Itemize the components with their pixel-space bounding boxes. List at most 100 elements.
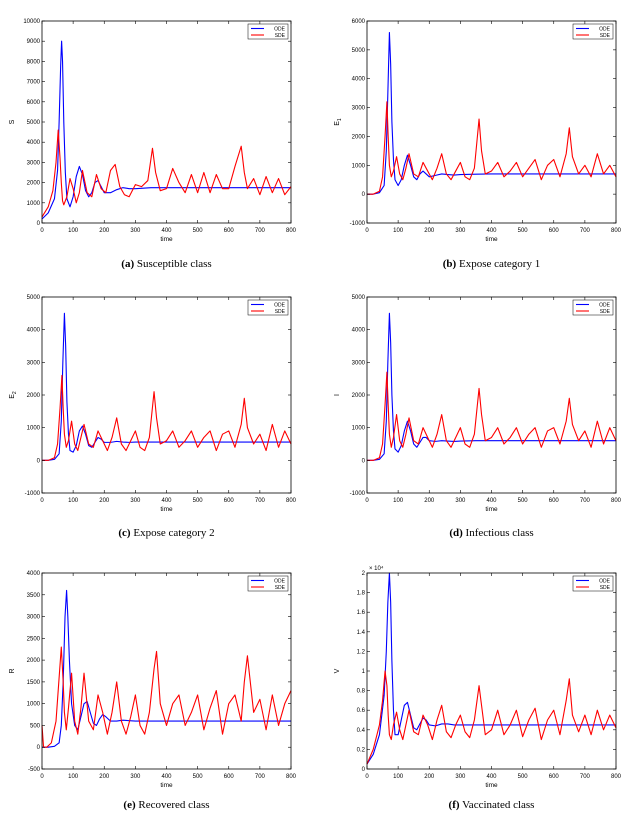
x-tick-label: 300 — [130, 498, 141, 504]
y-tick-label: 1500 — [27, 680, 41, 686]
series-line-ode — [367, 31, 616, 195]
y-tick-label: 1.4 — [357, 630, 366, 636]
series-line-ode — [367, 312, 616, 461]
x-tick-label: 800 — [286, 774, 297, 780]
x-tick-label: 400 — [486, 228, 497, 234]
chart-6: 0 100 200 300 400 500 600 700 800 0 0.2 0.4 0.6 0.8 1 1… — [334, 565, 622, 789]
y-tick-label: 1000 — [27, 201, 41, 207]
chart-1: 0 100 200 300 400 500 600 700 800010002000300040… — [9, 19, 297, 243]
legend-label-ode: ODE — [274, 579, 286, 585]
y-tick-label: 5000 — [352, 48, 366, 54]
y-tick-label: 2000 — [27, 658, 41, 664]
chart-5: 0 100 200 300 400 500 600 700 800-50005001000150… — [9, 571, 297, 789]
plot-frame — [41, 572, 292, 770]
y-tick-label: 0.8 — [357, 689, 366, 695]
x-tick-label: 700 — [580, 498, 591, 504]
y-tick-label: 3000 — [27, 360, 41, 366]
x-tick-label: 500 — [518, 774, 529, 780]
x-tick-label: 500 — [518, 228, 529, 234]
x-tick-label: 300 — [455, 228, 466, 234]
x-tick-label: 400 — [161, 498, 172, 504]
caption-tag: (c) — [118, 527, 131, 539]
x-tick-label: 0 — [40, 228, 44, 234]
y-tick-label: 1000 — [27, 702, 41, 708]
y-tick-label: 1.8 — [357, 591, 366, 597]
x-tick-label: 400 — [486, 774, 497, 780]
y-tick-label: 0.6 — [357, 708, 366, 714]
y-tick-label: 0.2 — [357, 747, 366, 753]
x-tick-label: 300 — [130, 228, 141, 234]
y-tick-label: 5000 — [27, 295, 41, 301]
plot-frame — [366, 296, 617, 494]
x-tick-label: 600 — [549, 498, 560, 504]
x-tick-label: 100 — [68, 228, 79, 234]
x-axis-label: time — [160, 782, 173, 789]
x-tick-label: 400 — [161, 774, 172, 780]
caption-tag: (d) — [449, 527, 463, 539]
x-tick-label: 600 — [549, 774, 560, 780]
x-tick-label: 100 — [68, 774, 79, 780]
y-axis-exponent: × 10⁴ — [369, 565, 384, 572]
y-tick-label: 4000 — [352, 77, 366, 83]
y-tick-label: 2 — [362, 571, 366, 577]
y-tick-label: 10000 — [23, 19, 40, 25]
x-tick-label: 0 — [365, 498, 369, 504]
chart-4: 0 100 200 300 400 500 600 700 800-10000100020003… — [334, 295, 622, 513]
y-tick-label: -1000 — [350, 491, 366, 497]
y-axis-label-subscript: 2 — [12, 391, 18, 394]
y-axis-label-subscript: 1 — [337, 118, 343, 121]
plot-frame — [41, 296, 292, 494]
y-axis-label: E2 — [9, 391, 18, 399]
caption-text: Infectious class — [462, 527, 534, 539]
caption-text: Susceptible class — [134, 258, 212, 270]
y-tick-label: 1000 — [27, 426, 41, 432]
y-tick-label: 1000 — [352, 163, 366, 169]
y-tick-label: 6000 — [352, 19, 366, 25]
x-tick-label: 200 — [99, 774, 110, 780]
legend-label-ode: ODE — [599, 27, 611, 33]
y-tick-label: 3500 — [27, 593, 41, 599]
y-axis-label: E1 — [334, 118, 343, 126]
x-axis-label: time — [160, 506, 173, 513]
legend-label-sde: SDE — [275, 585, 286, 591]
y-tick-label: 0 — [362, 458, 366, 464]
y-tick-label: 500 — [30, 723, 41, 729]
series-line-ode — [42, 589, 291, 748]
y-tick-label: 9000 — [27, 39, 41, 45]
panel-caption: (f) Vaccinated class — [367, 799, 616, 811]
x-tick-label: 100 — [68, 498, 79, 504]
legend-label-ode: ODE — [599, 579, 611, 585]
legend-label-sde: SDE — [600, 585, 611, 591]
x-tick-label: 800 — [286, 228, 297, 234]
y-tick-label: -500 — [28, 767, 41, 773]
x-tick-label: 600 — [224, 228, 235, 234]
y-tick-label: 1.2 — [357, 649, 366, 655]
caption-tag: (e) — [123, 799, 136, 811]
x-tick-label: 700 — [255, 774, 266, 780]
caption-tag: (f) — [448, 799, 460, 811]
x-tick-label: 300 — [130, 774, 141, 780]
y-axis-label: S — [9, 119, 16, 124]
x-tick-label: 600 — [224, 498, 235, 504]
y-tick-label: 1.6 — [357, 610, 366, 616]
y-tick-label: 2500 — [27, 636, 41, 642]
x-tick-label: 200 — [424, 498, 435, 504]
y-tick-label: 5000 — [27, 120, 41, 126]
x-tick-label: 500 — [518, 498, 529, 504]
chart-3: 0 100 200 300 400 500 600 700 800-10000100020003… — [9, 295, 297, 513]
legend-label-sde: SDE — [600, 309, 611, 315]
chart-2: 0 100 200 300 400 500 600 700 800-10000100020003… — [334, 19, 622, 243]
x-tick-label: 200 — [424, 228, 435, 234]
x-tick-label: 800 — [611, 228, 622, 234]
panel-caption: (c) Expose category 2 — [42, 527, 291, 539]
x-tick-label: 100 — [393, 228, 404, 234]
y-tick-label: 6000 — [27, 100, 41, 106]
x-axis-label: time — [485, 782, 498, 789]
legend-label-ode: ODE — [599, 303, 611, 309]
x-tick-label: 0 — [40, 498, 44, 504]
x-tick-label: 600 — [549, 228, 560, 234]
legend-label-sde: SDE — [600, 33, 611, 39]
x-tick-label: 700 — [255, 228, 266, 234]
y-tick-label: -1000 — [350, 221, 366, 227]
